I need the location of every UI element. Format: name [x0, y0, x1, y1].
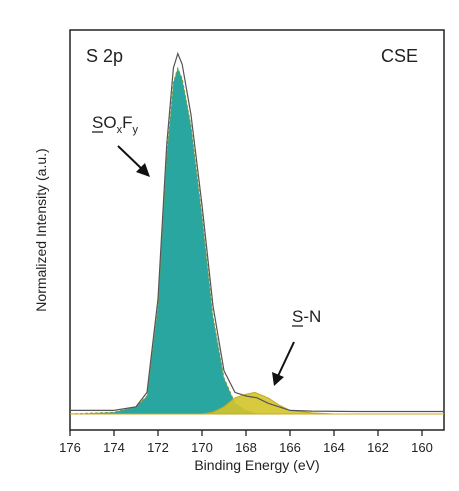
- x-tick-label: 168: [235, 440, 257, 455]
- y-axis-title: Normalized Intensity (a.u.): [33, 148, 49, 311]
- x-axis-ticks: 176 174 172 170 168 166 164 162 160: [59, 430, 433, 455]
- x-tick-label: 174: [103, 440, 125, 455]
- x-tick-label: 172: [147, 440, 169, 455]
- plot-frame: [69, 29, 445, 431]
- sox-fy-component-area: [69, 66, 444, 415]
- x-tick-label: 164: [323, 440, 345, 455]
- panel-label: S 2p: [86, 46, 123, 66]
- s-n-arrow: [277, 341, 295, 377]
- sox-fy-annotation: SOxFy: [92, 113, 138, 136]
- x-tick-label: 170: [191, 440, 213, 455]
- x-axis-title: Binding Energy (eV): [194, 457, 319, 473]
- x-tick-label: 176: [59, 440, 81, 455]
- s-n-annotation: S-N: [292, 307, 321, 326]
- sample-label: CSE: [381, 46, 418, 66]
- s-n-arrowhead: [272, 372, 284, 386]
- sox-fy-arrowhead: [136, 163, 150, 177]
- sox-fy-arrow: [117, 145, 144, 171]
- experimental-envelope-line: [70, 51, 444, 413]
- x-tick-label: 160: [411, 440, 433, 455]
- x-tick-label: 162: [367, 440, 389, 455]
- x-tick-label: 166: [279, 440, 301, 455]
- s-n-component-area: [70, 391, 444, 415]
